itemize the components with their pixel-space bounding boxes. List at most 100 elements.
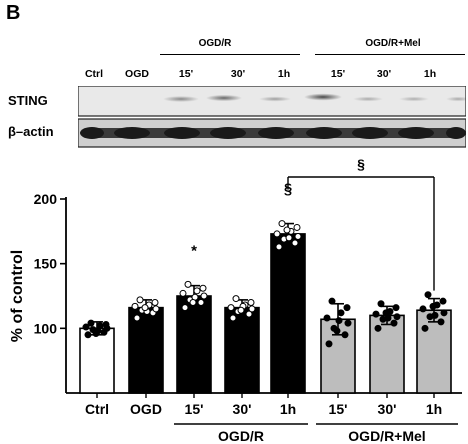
- actin-band: [352, 127, 388, 139]
- actin-band: [258, 127, 294, 139]
- blot-row-label-actin: β–actin: [8, 124, 54, 139]
- blot-lane-ogd: OGD: [125, 68, 149, 80]
- significance-mark: *: [191, 243, 197, 260]
- blot-image: [78, 86, 466, 148]
- group-label-ogdr: OGD/R: [218, 428, 264, 444]
- sting-band: [446, 96, 466, 102]
- bar: [416, 309, 452, 394]
- data-point: [341, 331, 349, 339]
- x-tick-label: 30': [378, 401, 397, 417]
- data-point: [199, 284, 207, 292]
- blot-lane-ogdr-15: 15': [178, 68, 194, 80]
- data-point: [439, 297, 447, 305]
- actin-band: [398, 127, 434, 139]
- x-tick-label: Ctrl: [85, 401, 109, 417]
- data-point: [189, 298, 197, 306]
- data-point: [431, 311, 439, 319]
- data-point: [273, 230, 281, 238]
- data-point: [131, 302, 139, 310]
- blot-group-line-ogdr: [160, 54, 300, 55]
- sting-band: [259, 96, 291, 102]
- blot-lane-mel-1h: 1h: [423, 68, 437, 80]
- data-point: [421, 324, 429, 332]
- data-point: [237, 306, 245, 314]
- data-point: [283, 226, 291, 234]
- y-tick-label: 150: [34, 256, 58, 272]
- data-point: [429, 302, 437, 310]
- blot-lane-ogdr-1h: 1h: [277, 68, 291, 80]
- panel-letter: B: [6, 2, 21, 24]
- x-tick-label: 1h: [426, 401, 442, 417]
- data-point: [344, 319, 352, 327]
- data-point: [229, 314, 237, 322]
- y-axis-label: % of control: [9, 250, 26, 342]
- blot-lane-mel-15: 15': [330, 68, 346, 80]
- data-point: [245, 310, 253, 318]
- x-tick-label: 30': [233, 401, 252, 417]
- data-point: [294, 233, 302, 241]
- data-point: [377, 300, 385, 308]
- y-tick-label: 100: [34, 320, 58, 336]
- data-point: [184, 280, 192, 288]
- actin-band: [164, 127, 200, 139]
- blot-row-label-sting: STING: [8, 93, 48, 108]
- data-point: [232, 295, 240, 303]
- bar: [270, 233, 306, 394]
- blot-lane-ogdr-30: 30': [230, 68, 246, 80]
- sting-band: [353, 96, 383, 102]
- data-point: [372, 310, 380, 318]
- data-point: [328, 297, 336, 305]
- sting-band: [304, 93, 342, 101]
- bar: [176, 295, 212, 394]
- actin-band: [446, 127, 466, 139]
- data-point: [179, 289, 187, 297]
- data-point: [382, 309, 390, 317]
- data-point: [87, 319, 95, 327]
- data-point: [152, 305, 160, 313]
- data-point: [133, 314, 141, 322]
- data-point: [437, 318, 445, 326]
- data-point: [227, 304, 235, 312]
- data-point: [84, 331, 92, 339]
- data-point: [136, 296, 144, 304]
- data-point: [323, 314, 331, 322]
- data-point: [419, 305, 427, 313]
- bar: [224, 306, 260, 394]
- x-tick-label: 15': [329, 401, 348, 417]
- data-point: [335, 317, 343, 325]
- data-point: [151, 298, 159, 306]
- data-point: [393, 313, 401, 321]
- data-point: [275, 243, 283, 251]
- actin-band: [114, 127, 150, 139]
- blot-lane-ctrl: Ctrl: [84, 68, 104, 80]
- data-point: [102, 320, 110, 328]
- data-point: [291, 239, 299, 247]
- sting-band: [399, 96, 429, 102]
- data-point: [247, 298, 255, 306]
- data-point: [278, 220, 286, 228]
- data-point: [248, 305, 256, 313]
- data-point: [424, 291, 432, 299]
- data-point: [440, 309, 448, 317]
- data-point: [82, 323, 90, 331]
- x-tick-label: 15': [185, 401, 204, 417]
- data-point: [181, 304, 189, 312]
- data-point: [200, 292, 208, 300]
- blot-lane-mel-30: 30': [376, 68, 392, 80]
- blot-group-line-mel: [315, 54, 465, 55]
- y-tick-label: 200: [34, 191, 58, 207]
- data-point: [374, 324, 382, 332]
- data-point: [343, 304, 351, 312]
- data-point: [390, 319, 398, 327]
- blot-group-label-ogdr: OGD/R: [198, 38, 232, 49]
- bar: [128, 306, 164, 394]
- data-point: [325, 340, 333, 348]
- data-point: [141, 304, 149, 312]
- bar: [79, 327, 115, 394]
- actin-band: [210, 127, 246, 139]
- actin-band: [80, 127, 104, 139]
- data-point: [293, 223, 301, 231]
- group-label-mel: OGD/R+Mel: [348, 428, 425, 444]
